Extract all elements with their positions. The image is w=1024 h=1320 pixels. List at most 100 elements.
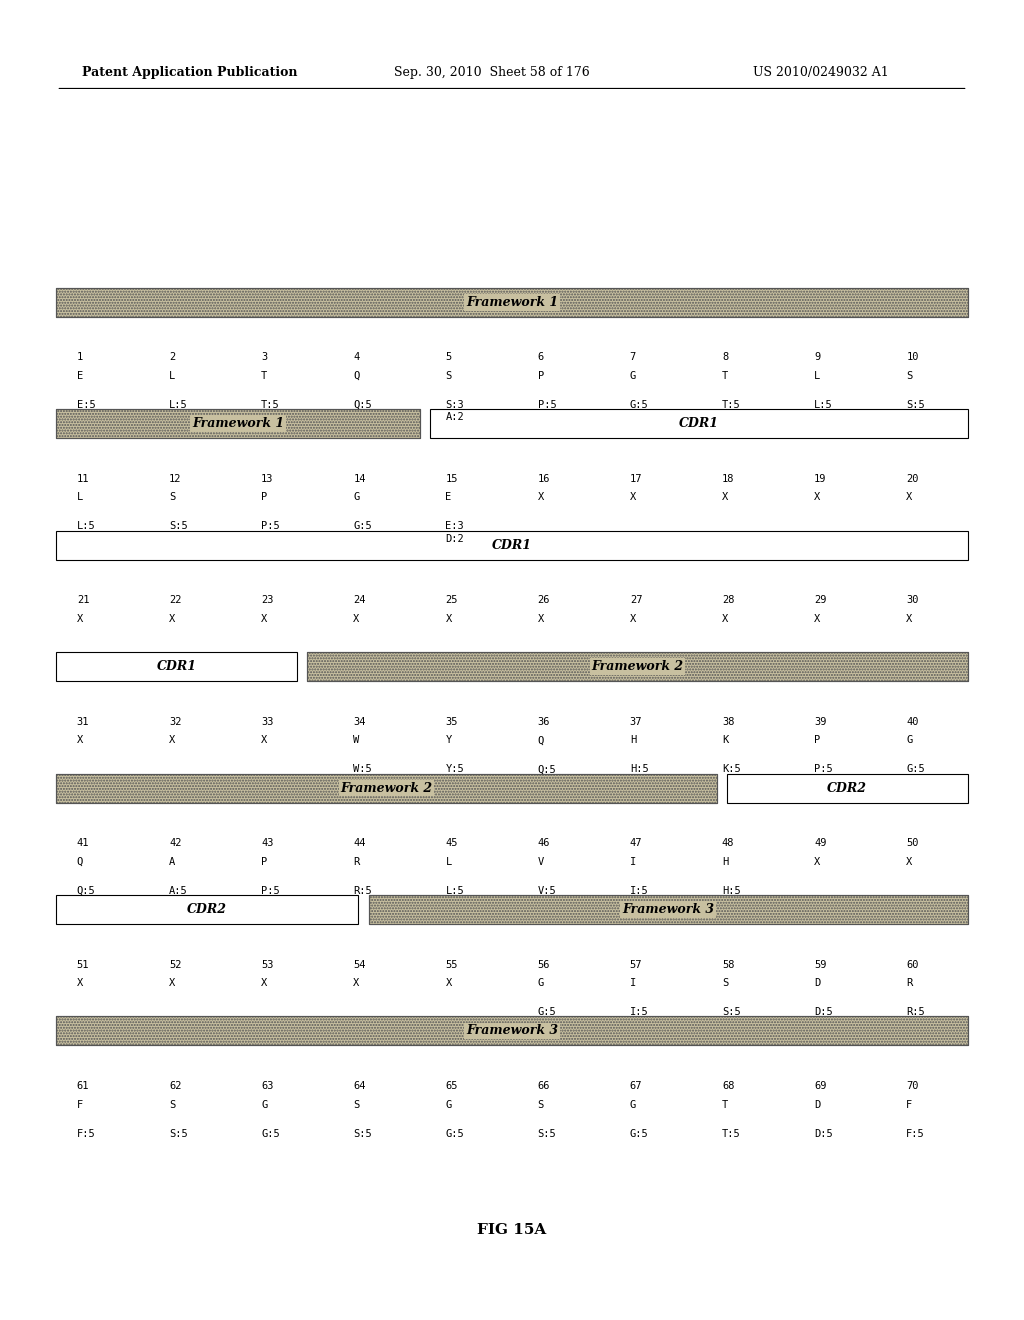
Text: S:5: S:5 bbox=[906, 400, 925, 411]
Text: Framework 1: Framework 1 bbox=[193, 417, 284, 430]
Text: Y:5: Y:5 bbox=[445, 764, 464, 775]
Text: 56: 56 bbox=[538, 960, 550, 970]
Text: H: H bbox=[630, 735, 636, 746]
Text: 26: 26 bbox=[538, 595, 550, 606]
Text: X: X bbox=[906, 614, 912, 624]
Text: G: G bbox=[445, 1100, 452, 1110]
Text: L: L bbox=[814, 371, 820, 381]
Bar bbox=[307, 652, 968, 681]
Text: 34: 34 bbox=[353, 717, 366, 727]
Text: T:5: T:5 bbox=[722, 1129, 740, 1139]
Text: 33: 33 bbox=[261, 717, 273, 727]
Text: Framework 2: Framework 2 bbox=[592, 660, 683, 673]
Text: 10: 10 bbox=[906, 352, 919, 363]
Text: 53: 53 bbox=[261, 960, 273, 970]
Text: 54: 54 bbox=[353, 960, 366, 970]
Text: Q: Q bbox=[353, 371, 359, 381]
Text: H:5: H:5 bbox=[722, 886, 740, 896]
Text: 55: 55 bbox=[445, 960, 458, 970]
Text: 67: 67 bbox=[630, 1081, 642, 1092]
Text: 64: 64 bbox=[353, 1081, 366, 1092]
Text: A: A bbox=[169, 857, 175, 867]
Text: T: T bbox=[722, 1100, 728, 1110]
Text: X: X bbox=[445, 614, 452, 624]
Text: 7: 7 bbox=[630, 352, 636, 363]
Text: R: R bbox=[353, 857, 359, 867]
Text: I: I bbox=[630, 857, 636, 867]
Text: P: P bbox=[261, 492, 267, 503]
Text: 20: 20 bbox=[906, 474, 919, 484]
Text: S:5: S:5 bbox=[353, 1129, 372, 1139]
Text: S:3
A:2: S:3 A:2 bbox=[445, 400, 464, 422]
Text: X: X bbox=[77, 614, 83, 624]
Text: 11: 11 bbox=[77, 474, 89, 484]
Text: S:5: S:5 bbox=[722, 1007, 740, 1018]
Text: CDR2: CDR2 bbox=[827, 781, 867, 795]
Text: US 2010/0249032 A1: US 2010/0249032 A1 bbox=[753, 66, 889, 79]
Text: 70: 70 bbox=[906, 1081, 919, 1092]
Text: 43: 43 bbox=[261, 838, 273, 849]
Text: P: P bbox=[814, 735, 820, 746]
Text: L:5: L:5 bbox=[814, 400, 833, 411]
Text: 32: 32 bbox=[169, 717, 181, 727]
Text: Framework 3: Framework 3 bbox=[466, 1024, 558, 1038]
Text: 21: 21 bbox=[77, 595, 89, 606]
Text: 36: 36 bbox=[538, 717, 550, 727]
Text: 19: 19 bbox=[814, 474, 826, 484]
Text: X: X bbox=[169, 735, 175, 746]
Text: I:5: I:5 bbox=[630, 1007, 648, 1018]
Text: S: S bbox=[722, 978, 728, 989]
Text: Q: Q bbox=[538, 735, 544, 746]
Text: X: X bbox=[722, 614, 728, 624]
Text: CDR2: CDR2 bbox=[187, 903, 227, 916]
Text: Framework 1: Framework 1 bbox=[466, 296, 558, 309]
Text: X: X bbox=[722, 492, 728, 503]
Text: P:5: P:5 bbox=[261, 886, 280, 896]
Text: F:5: F:5 bbox=[906, 1129, 925, 1139]
Text: W:5: W:5 bbox=[353, 764, 372, 775]
Text: 65: 65 bbox=[445, 1081, 458, 1092]
Text: 25: 25 bbox=[445, 595, 458, 606]
Text: 41: 41 bbox=[77, 838, 89, 849]
Text: F: F bbox=[77, 1100, 83, 1110]
Text: L: L bbox=[445, 857, 452, 867]
Text: G:5: G:5 bbox=[906, 764, 925, 775]
Bar bbox=[56, 409, 420, 438]
Text: L: L bbox=[77, 492, 83, 503]
Text: G:5: G:5 bbox=[261, 1129, 280, 1139]
Bar bbox=[56, 895, 358, 924]
Text: Sep. 30, 2010  Sheet 58 of 176: Sep. 30, 2010 Sheet 58 of 176 bbox=[394, 66, 590, 79]
Text: 51: 51 bbox=[77, 960, 89, 970]
Text: 37: 37 bbox=[630, 717, 642, 727]
Text: 48: 48 bbox=[722, 838, 734, 849]
Bar bbox=[56, 531, 968, 560]
Text: X: X bbox=[261, 978, 267, 989]
Text: X: X bbox=[630, 492, 636, 503]
Text: 24: 24 bbox=[353, 595, 366, 606]
Text: X: X bbox=[814, 857, 820, 867]
Text: Patent Application Publication: Patent Application Publication bbox=[82, 66, 297, 79]
Text: L: L bbox=[169, 371, 175, 381]
Text: 40: 40 bbox=[906, 717, 919, 727]
Text: 66: 66 bbox=[538, 1081, 550, 1092]
Bar bbox=[307, 652, 968, 681]
Text: E:3
D:2: E:3 D:2 bbox=[445, 521, 464, 544]
Text: 60: 60 bbox=[906, 960, 919, 970]
Text: 59: 59 bbox=[814, 960, 826, 970]
Bar bbox=[56, 774, 717, 803]
Text: P:5: P:5 bbox=[538, 400, 556, 411]
Text: D:5: D:5 bbox=[814, 1007, 833, 1018]
Text: L:5: L:5 bbox=[77, 521, 95, 532]
Text: X: X bbox=[169, 614, 175, 624]
Bar bbox=[56, 652, 297, 681]
Bar bbox=[56, 774, 717, 803]
Text: P:5: P:5 bbox=[814, 764, 833, 775]
Text: P: P bbox=[538, 371, 544, 381]
Text: H:5: H:5 bbox=[630, 764, 648, 775]
Text: 31: 31 bbox=[77, 717, 89, 727]
Text: X: X bbox=[353, 978, 359, 989]
Text: 16: 16 bbox=[538, 474, 550, 484]
Text: Framework 2: Framework 2 bbox=[341, 781, 432, 795]
Text: CDR1: CDR1 bbox=[492, 539, 532, 552]
Text: D: D bbox=[814, 978, 820, 989]
